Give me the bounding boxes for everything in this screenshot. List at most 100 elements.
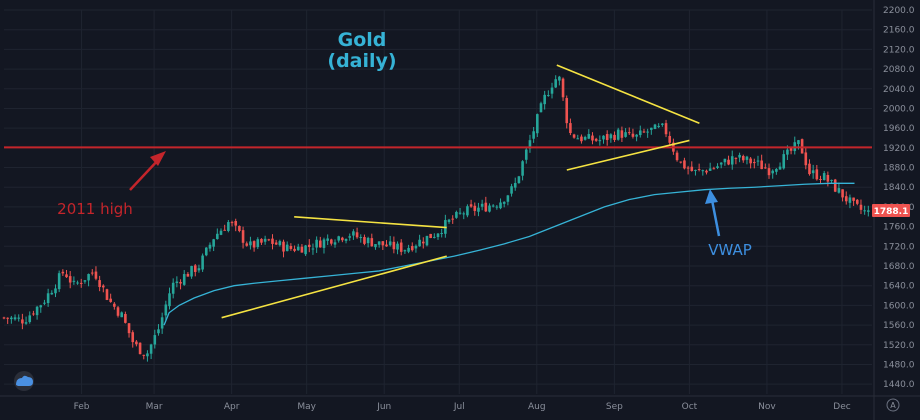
candle-body-up: [638, 130, 642, 136]
candle-body-up: [285, 244, 289, 252]
price-tick-label: 1480.0: [883, 360, 915, 370]
candle-body-up: [425, 235, 429, 246]
annotation-vwap: VWAP: [708, 241, 752, 259]
candle-body-down: [116, 307, 120, 316]
candle-body-down: [79, 282, 83, 284]
candle-body-down: [307, 244, 311, 248]
candle-body-up: [388, 241, 392, 246]
candle-body-up: [708, 168, 712, 171]
candle-body-up: [35, 306, 39, 316]
candle-body-down: [591, 135, 594, 141]
candle-body-up: [506, 195, 510, 202]
candle-body-up: [822, 173, 826, 181]
candle-body-up: [502, 201, 506, 204]
candle-body-down: [252, 241, 256, 248]
candle-body-down: [690, 166, 694, 171]
candle-body-down: [2, 317, 6, 319]
time-axis[interactable]: Feb Mar Apr May Jun Jul Aug Sep Oct Nov Dec: [74, 402, 851, 412]
candle-body-up: [149, 344, 153, 354]
price-tick-label: 1720.0: [883, 242, 915, 252]
price-tick-label: 2160.0: [883, 26, 915, 36]
candle-body-up: [377, 241, 381, 245]
candle-body-up: [458, 212, 462, 214]
candle-body-down: [753, 162, 756, 164]
candle-body-up: [495, 206, 499, 208]
candle-body-up: [296, 246, 300, 251]
candle-body-down: [21, 319, 24, 324]
candle-body-down: [594, 138, 598, 141]
price-axis[interactable]: 2200.0 2160.0 2120.0 2080.0 2040.0 2000.0 1960…: [883, 6, 915, 390]
tradingview-logo-icon[interactable]: [14, 371, 34, 391]
candle-body-up: [837, 188, 841, 193]
candle-body-down: [102, 285, 105, 288]
price-tick-label: 1560.0: [883, 321, 915, 331]
candle-body-up: [848, 197, 852, 203]
candle-body-up: [43, 302, 46, 304]
price-tick-label: 2080.0: [883, 65, 915, 75]
candle-body-up: [524, 149, 528, 160]
candle-body-up: [10, 317, 13, 320]
candle-body-up: [322, 239, 326, 248]
candle-body-up: [407, 247, 410, 252]
candle-body-up: [418, 239, 421, 247]
candle-body-down: [113, 303, 116, 307]
candle-body-up: [433, 236, 436, 238]
candle-body-up: [83, 280, 87, 282]
candle-body-up: [499, 202, 502, 209]
candle-body-down: [6, 317, 9, 319]
candle-body-down: [274, 242, 278, 245]
candle-body-down: [620, 130, 624, 138]
candle-body-up: [830, 179, 833, 181]
candle-body-down: [289, 245, 293, 249]
candle-body-down: [260, 238, 263, 243]
candle-body-down: [293, 248, 296, 251]
price-tick-label: 2120.0: [883, 45, 915, 55]
candle-body-down: [804, 152, 808, 166]
candle-body-down: [124, 314, 127, 323]
auto-scale-icon[interactable]: A: [886, 398, 900, 412]
candle-body-up: [344, 238, 348, 241]
candle-body-up: [738, 154, 741, 158]
candle-body-down: [392, 241, 396, 250]
candle-body-up: [587, 134, 591, 139]
candle-body-up: [17, 317, 21, 319]
candle-body-up: [39, 305, 43, 308]
candle-body-up: [315, 239, 318, 248]
candle-body-down: [841, 189, 844, 198]
candle-body-up: [786, 149, 789, 155]
candle-body-up: [480, 203, 484, 207]
candle-body-up: [723, 158, 727, 163]
candle-body-down: [399, 242, 403, 252]
candle-body-down: [131, 332, 135, 343]
price-tick-label: 1840.0: [883, 183, 915, 193]
time-tick-label: Oct: [682, 402, 698, 412]
candle-body-down: [569, 123, 572, 134]
candle-body-down: [410, 246, 414, 251]
candle-body-up: [120, 312, 123, 318]
candle-body-down: [815, 169, 819, 180]
candle-body-up: [72, 280, 76, 282]
candle-body-up: [304, 245, 307, 255]
candle-body-up: [190, 265, 193, 277]
time-tick-label: Feb: [74, 402, 90, 412]
candle-body-down: [683, 160, 686, 169]
candle-body-down: [469, 204, 473, 207]
candle-body-up: [661, 123, 664, 125]
candle-body-down: [179, 282, 182, 284]
candle-body-down: [271, 238, 274, 244]
candle-body-down: [705, 170, 708, 173]
trendline: [221, 255, 447, 319]
candle-body-down: [94, 271, 98, 279]
candle-body-down: [300, 246, 304, 253]
candle-body-up: [256, 239, 260, 248]
candle-body-up: [249, 241, 252, 246]
candle-body-up: [701, 170, 705, 172]
candle-body-up: [598, 140, 602, 142]
candle-body-up: [54, 288, 57, 294]
time-tick-label: Nov: [758, 402, 776, 412]
candle-body-down: [734, 157, 738, 159]
candle-body-down: [668, 136, 672, 143]
candle-body-down: [32, 313, 35, 315]
candle-body-down: [186, 273, 190, 277]
